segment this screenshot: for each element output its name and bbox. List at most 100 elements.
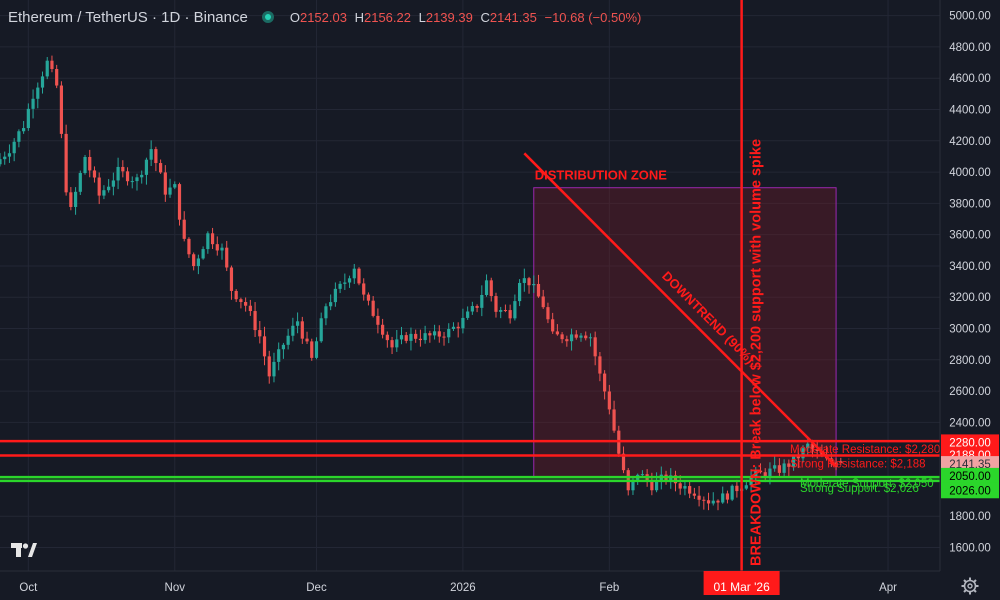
candle-down[interactable] bbox=[376, 308, 380, 334]
candle-up[interactable] bbox=[683, 481, 687, 496]
candle-up[interactable] bbox=[295, 312, 300, 334]
candle-down[interactable] bbox=[489, 277, 493, 302]
candle-up[interactable] bbox=[149, 140, 153, 166]
breakdown-line[interactable]: BREAKDOWN: Break below $2,200 support wi… bbox=[740, 0, 765, 571]
candle-down[interactable] bbox=[678, 475, 682, 495]
candle-down[interactable] bbox=[64, 124, 68, 196]
candle-up[interactable] bbox=[451, 322, 456, 331]
candle-up[interactable] bbox=[447, 323, 451, 344]
candle-up[interactable] bbox=[286, 328, 290, 350]
candle-down[interactable] bbox=[225, 240, 229, 272]
candle-up[interactable] bbox=[78, 170, 82, 195]
candle-up[interactable] bbox=[395, 329, 399, 352]
candle-down[interactable] bbox=[404, 332, 408, 344]
candle-down[interactable] bbox=[390, 336, 394, 355]
candle-up[interactable] bbox=[220, 243, 224, 260]
candles[interactable] bbox=[0, 55, 843, 511]
candle-down[interactable] bbox=[92, 166, 97, 183]
candle-up[interactable] bbox=[107, 179, 111, 193]
candle-up[interactable] bbox=[352, 263, 356, 284]
candle-up[interactable] bbox=[281, 342, 286, 359]
candle-up[interactable] bbox=[201, 246, 205, 260]
candle-down[interactable] bbox=[362, 278, 366, 301]
level-lines[interactable]: Moderate Resistance: $2,280 Strong Resist… bbox=[0, 439, 940, 495]
candle-up[interactable] bbox=[0, 153, 2, 167]
candle-down[interactable] bbox=[210, 227, 215, 249]
candle-down[interactable] bbox=[97, 172, 101, 205]
candle-down[interactable] bbox=[735, 479, 739, 498]
candle-down[interactable] bbox=[381, 318, 385, 339]
candle-down[interactable] bbox=[177, 182, 182, 226]
candle-down[interactable] bbox=[603, 370, 607, 400]
candle-up[interactable] bbox=[144, 157, 149, 185]
candle-down[interactable] bbox=[787, 459, 791, 477]
candle-down[interactable] bbox=[371, 296, 375, 318]
candle-up[interactable] bbox=[206, 231, 210, 254]
candle-up[interactable] bbox=[721, 486, 725, 504]
candle-up[interactable] bbox=[196, 254, 200, 275]
candle-up[interactable] bbox=[17, 129, 21, 148]
candle-up[interactable] bbox=[130, 176, 134, 189]
candle-down[interactable] bbox=[229, 265, 234, 300]
candle-down[interactable] bbox=[777, 458, 781, 477]
candle-down[interactable] bbox=[607, 384, 611, 415]
candle-up[interactable] bbox=[116, 157, 120, 190]
candle-up[interactable] bbox=[140, 170, 144, 184]
tradingview-logo-icon[interactable] bbox=[10, 540, 38, 560]
candle-down[interactable] bbox=[300, 316, 304, 344]
candle-down[interactable] bbox=[159, 159, 163, 174]
candle-up[interactable] bbox=[782, 459, 786, 478]
candle-down[interactable] bbox=[192, 252, 196, 271]
candle-down[interactable] bbox=[59, 81, 64, 139]
candle-down[interactable] bbox=[437, 325, 441, 343]
candle-down[interactable] bbox=[55, 64, 59, 89]
candle-down[interactable] bbox=[716, 499, 720, 511]
candle-down[interactable] bbox=[555, 324, 559, 336]
candle-up[interactable] bbox=[399, 326, 404, 345]
candle-down[interactable] bbox=[574, 330, 578, 340]
candle-down[interactable] bbox=[508, 304, 512, 324]
candle-up[interactable] bbox=[432, 324, 437, 340]
candle-up[interactable] bbox=[168, 178, 172, 198]
candle-up[interactable] bbox=[102, 185, 106, 200]
candle-down[interactable] bbox=[796, 448, 800, 469]
candle-down[interactable] bbox=[125, 167, 130, 186]
candle-down[interactable] bbox=[385, 331, 389, 348]
candle-up[interactable] bbox=[711, 492, 715, 506]
candle-down[interactable] bbox=[598, 352, 602, 382]
candle-up[interactable] bbox=[338, 281, 342, 294]
candle-down[interactable] bbox=[267, 350, 271, 384]
candle-down[interactable] bbox=[688, 480, 692, 499]
candle-down[interactable] bbox=[839, 457, 843, 466]
candle-down[interactable] bbox=[154, 146, 158, 172]
candle-down[interactable] bbox=[253, 302, 257, 338]
candle-down[interactable] bbox=[706, 492, 711, 511]
candle-up[interactable] bbox=[423, 325, 427, 344]
candle-down[interactable] bbox=[546, 302, 550, 324]
candle-down[interactable] bbox=[234, 289, 238, 303]
candle-down[interactable] bbox=[262, 326, 267, 366]
candle-down[interactable] bbox=[551, 312, 555, 334]
candle-down[interactable] bbox=[725, 490, 730, 504]
candle-up[interactable] bbox=[40, 71, 45, 94]
candle-up[interactable] bbox=[517, 279, 522, 307]
candle-down[interactable] bbox=[366, 292, 371, 306]
gear-icon[interactable] bbox=[961, 577, 979, 595]
candle-down[interactable] bbox=[494, 292, 498, 318]
price-axis[interactable]: 5000.00 4800.00 4600.00 4400.00 4200.00 4000.… bbox=[939, 0, 1000, 571]
candle-up[interactable] bbox=[466, 306, 470, 320]
candle-down[interactable] bbox=[69, 187, 73, 211]
candle-down[interactable] bbox=[541, 289, 545, 309]
candle-down[interactable] bbox=[310, 338, 314, 361]
candle-down[interactable] bbox=[50, 55, 54, 73]
candle-down[interactable] bbox=[560, 332, 564, 344]
candle-up[interactable] bbox=[36, 82, 40, 109]
symbol-title[interactable]: Ethereum / TetherUS · 1D · Binance bbox=[8, 8, 248, 26]
candle-down[interactable] bbox=[442, 331, 446, 346]
candle-down[interactable] bbox=[305, 331, 309, 344]
candle-up[interactable] bbox=[579, 333, 583, 342]
candle-down[interactable] bbox=[702, 496, 706, 510]
candle-down[interactable] bbox=[456, 322, 460, 338]
time-axis[interactable]: Oct Nov Dec 2026 Feb Apr 01 Mar '26 bbox=[0, 570, 1000, 600]
